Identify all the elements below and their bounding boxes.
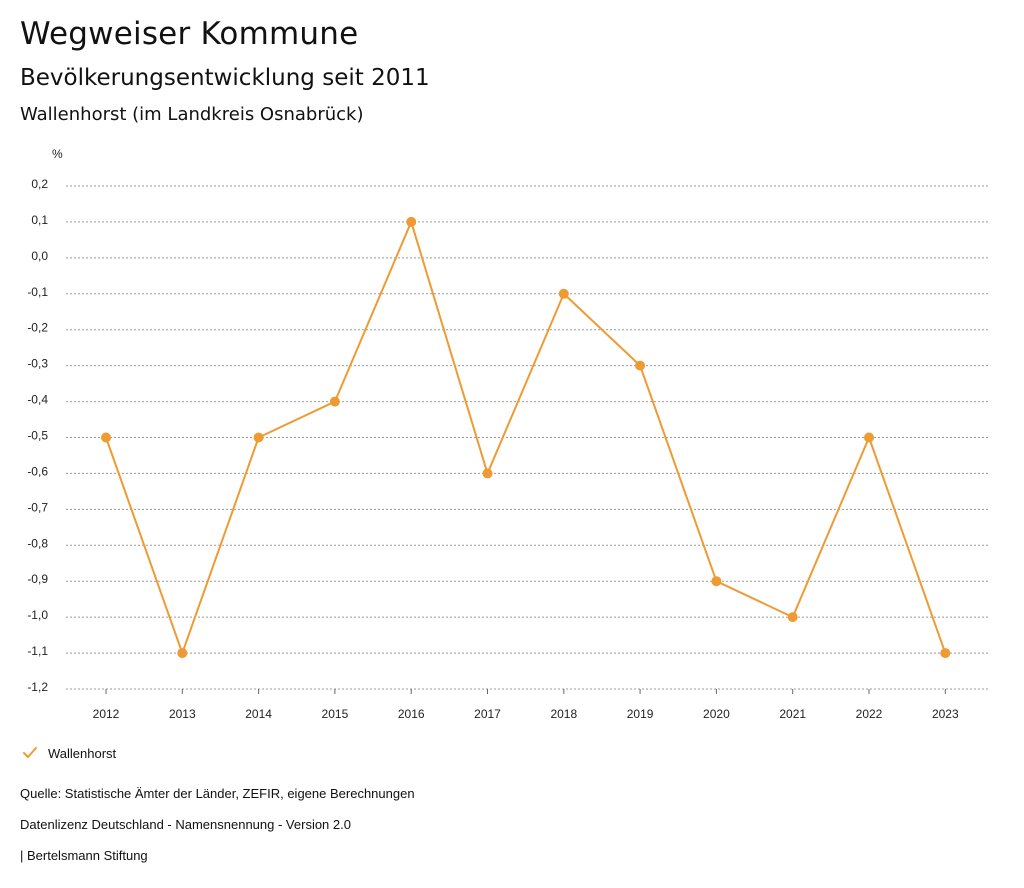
y-tick-label: 0,1	[31, 213, 48, 227]
page-title: Wegweiser Kommune	[20, 16, 359, 52]
y-tick-label: -0,3	[27, 357, 48, 371]
x-tick-label: 2012	[93, 707, 120, 721]
data-point[interactable]	[711, 576, 722, 587]
y-tick-label: -0,7	[27, 500, 48, 514]
x-tick-label: 2016	[398, 707, 425, 721]
data-point[interactable]	[864, 432, 874, 443]
y-tick-label: -0,6	[27, 464, 48, 478]
y-tick-label: 0,0	[31, 249, 48, 263]
data-point[interactable]	[635, 360, 646, 371]
series-wallenhorst	[101, 216, 951, 659]
data-point[interactable]	[940, 648, 951, 659]
legend-label: Wallenhorst	[48, 745, 117, 761]
y-tick-label: -0,2	[27, 321, 48, 335]
y-tick-label: -0,4	[27, 393, 48, 407]
y-tick-label: 0,2	[31, 177, 48, 191]
publisher-note: | Bertelsmann Stiftung	[20, 848, 148, 863]
y-tick-label: -0,8	[27, 536, 48, 550]
y-tick-label: -0,1	[27, 285, 48, 299]
x-tick-label: 2015	[322, 707, 349, 721]
x-tick-label: 2020	[703, 707, 730, 721]
data-point[interactable]	[253, 432, 264, 443]
line-chart: % 0,2 0,1 0,0 -0,1 -0,2 -0,3 -0,4 -0,5 -0,6 -0,7 -…	[27, 147, 990, 721]
source-note: Quelle: Statistische Ämter der Länder, Z…	[20, 786, 415, 801]
x-tick-label: 2021	[779, 707, 806, 721]
x-tick-label: 2014	[245, 707, 272, 721]
x-axis-ticks: 2012 2013 2014 2015 2016 2017 2018 2019 2020 2021…	[93, 689, 959, 721]
data-point[interactable]	[406, 216, 417, 227]
chart-legend[interactable]: Wallenhorst	[22, 745, 116, 761]
y-tick-label: -1,1	[27, 644, 48, 658]
y-tick-label: -1,0	[27, 608, 48, 622]
region-label: Wallenhorst (im Landkreis Osnabrück)	[20, 104, 364, 125]
x-tick-label: 2022	[856, 707, 883, 721]
gridlines	[66, 185, 990, 690]
data-point[interactable]	[482, 468, 493, 479]
x-tick-label: 2018	[550, 707, 577, 721]
x-tick-label: 2023	[932, 707, 959, 721]
license-note: Datenlizenz Deutschland - Namensnennung …	[20, 817, 351, 832]
data-point[interactable]	[787, 612, 798, 623]
chart-subtitle: Bevölkerungsentwicklung seit 2011	[20, 65, 430, 91]
y-tick-label: -0,9	[27, 572, 48, 586]
x-tick-label: 2019	[627, 707, 654, 721]
data-point[interactable]	[101, 432, 111, 443]
data-point[interactable]	[177, 648, 188, 659]
y-tick-label: -1,2	[27, 680, 48, 694]
x-tick-label: 2017	[474, 707, 501, 721]
legend-check-icon	[23, 747, 37, 758]
series-line	[105, 220, 947, 655]
y-axis-unit-label: %	[52, 147, 63, 161]
y-tick-label: -0,5	[27, 429, 48, 443]
x-tick-label: 2013	[169, 707, 196, 721]
data-point[interactable]	[558, 288, 569, 299]
y-axis-ticks: 0,2 0,1 0,0 -0,1 -0,2 -0,3 -0,4 -0,5 -0,6 -0,7 -0,…	[27, 177, 48, 694]
data-point[interactable]	[329, 396, 340, 407]
